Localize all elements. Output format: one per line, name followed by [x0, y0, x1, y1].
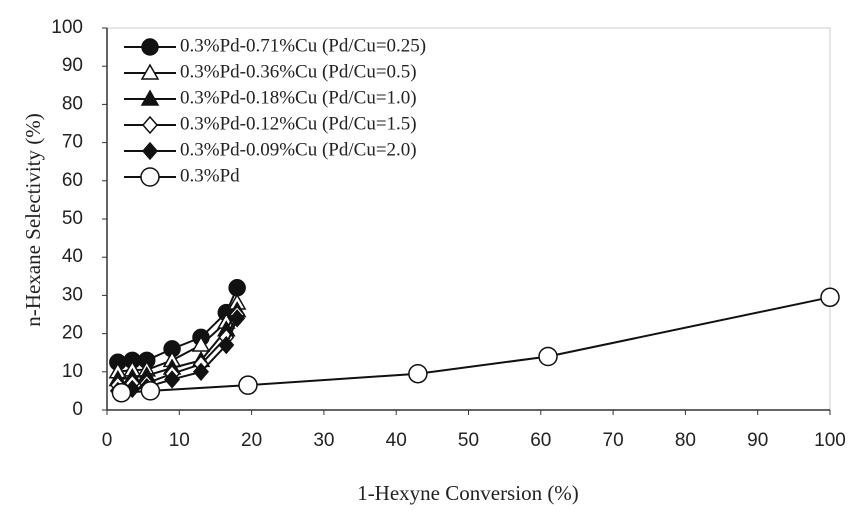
y-tick-label: 80: [62, 93, 83, 114]
marker: [140, 89, 160, 106]
marker: [820, 287, 840, 308]
marker: [140, 167, 160, 187]
marker: [164, 370, 181, 389]
y-axis-title: n-Hexane Selectivity (%): [21, 113, 45, 326]
x-tick-label: 20: [241, 430, 262, 451]
x-tick-label: 0: [102, 430, 113, 451]
x-tick-label: 80: [675, 430, 696, 451]
x-tick-label: 100: [814, 430, 846, 451]
y-tick-label: 10: [62, 361, 83, 382]
plot-frame: [106, 27, 831, 411]
x-tick-label: 60: [530, 430, 551, 451]
marker: [141, 38, 159, 56]
x-tick-label: 90: [747, 430, 768, 451]
y-tick-label: 100: [51, 17, 83, 38]
y-tick-label: 90: [62, 55, 83, 76]
marker: [238, 375, 258, 395]
y-tick-label: 70: [62, 132, 83, 153]
legend-label: 0.3%Pd-0.36%Cu (Pd/Cu=0.5): [180, 61, 417, 82]
marker: [192, 362, 209, 381]
marker: [111, 383, 132, 403]
legend-label: 0.3%Pd-0.18%Cu (Pd/Cu=1.0): [180, 87, 417, 108]
y-tick-label: 20: [62, 323, 83, 344]
marker: [218, 335, 235, 355]
marker: [142, 115, 158, 135]
x-tick-label: 50: [458, 430, 479, 451]
x-axis-title: 1-Hexyne Conversion (%): [357, 481, 579, 505]
y-tick-label: 0: [72, 399, 83, 420]
y-tick-label: 60: [62, 170, 83, 191]
marker: [140, 63, 160, 80]
y-tick-label: 30: [62, 284, 83, 305]
y-tick-label: 40: [62, 246, 83, 267]
marker: [142, 141, 158, 161]
x-tick-label: 10: [169, 430, 190, 451]
x-tick-label: 40: [386, 430, 407, 451]
x-tick-label: 30: [313, 430, 334, 451]
legend-label: 0.3%Pd-0.09%Cu (Pd/Cu=2.0): [180, 139, 417, 160]
x-tick-label: 70: [603, 430, 624, 451]
legend-label: 0.3%Pd-0.12%Cu (Pd/Cu=1.5): [180, 113, 417, 134]
marker: [229, 309, 246, 328]
legend-label: 0.3%Pd-0.71%Cu (Pd/Cu=0.25): [180, 35, 426, 56]
legend-label: 0.3%Pd: [180, 165, 240, 186]
y-tick-label: 50: [62, 208, 83, 229]
marker: [408, 363, 428, 384]
marker: [140, 381, 161, 401]
marker: [538, 346, 558, 367]
marker: [228, 279, 246, 297]
